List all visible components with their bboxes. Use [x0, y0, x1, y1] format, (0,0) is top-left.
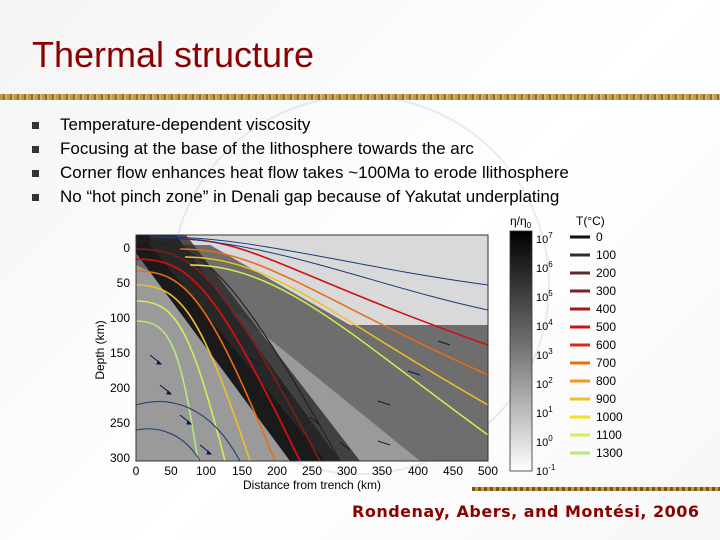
temperature-entry-label: 0: [596, 230, 603, 244]
bullet-item: Corner flow enhances heat flow takes ~10…: [32, 162, 692, 186]
viscosity-label: η/η0: [510, 214, 532, 230]
y-tick-label: 300: [110, 451, 130, 465]
x-tick-label: 0: [133, 464, 140, 478]
y-tick-label: 150: [110, 346, 130, 360]
y-axis-label: Depth (km): [93, 320, 107, 379]
x-tick-label: 100: [196, 464, 216, 478]
y-tick-label: 0: [123, 241, 130, 255]
temperature-entry-label: 1000: [596, 410, 623, 424]
viscosity-tick-label: 100: [536, 434, 553, 449]
viscosity-tick-label: 106: [536, 260, 553, 275]
temperature-legend: T(°C) 0 100 200 300 400 500 600 700 800 900 1000 11…: [570, 214, 623, 460]
x-tick-label: 300: [337, 464, 357, 478]
x-axis-label: Distance from trench (km): [243, 478, 381, 492]
model-plot-area: [135, 234, 489, 462]
temperature-entry-label: 500: [596, 320, 616, 334]
bullet-square-icon: [32, 194, 39, 201]
bullet-square-icon: [32, 170, 39, 177]
bullet-square-icon: [32, 146, 39, 153]
x-tick-label: 350: [372, 464, 392, 478]
thermal-model-figure: 0 50 100 150 200 250 300 350 400 450 500…: [90, 205, 650, 495]
viscosity-colorbar: η/η0 107 106 105 104 103 102 101 100 10-1: [509, 214, 556, 478]
temperature-entry-label: 900: [596, 392, 616, 406]
temperature-entry-label: 800: [596, 374, 616, 388]
viscosity-tick-label: 105: [536, 289, 553, 304]
bullet-item: Temperature-dependent viscosity: [32, 114, 692, 138]
viscosity-tick-label: 107: [536, 231, 553, 246]
x-tick-label: 250: [302, 464, 322, 478]
bullet-square-icon: [32, 122, 39, 129]
y-tick-label: 250: [110, 416, 130, 430]
viscosity-tick-label: 104: [536, 318, 553, 333]
viscosity-tick-label: 10-1: [536, 463, 556, 478]
temperature-entry-label: 700: [596, 356, 616, 370]
x-tick-label: 500: [478, 464, 498, 478]
x-tick-label: 150: [232, 464, 252, 478]
temperature-entry-label: 600: [596, 338, 616, 352]
x-tick-label: 200: [267, 464, 287, 478]
y-tick-label: 200: [110, 381, 130, 395]
x-tick-label: 50: [164, 464, 178, 478]
citation: Rondenay, Abers, and Montési, 2006: [352, 502, 700, 521]
temperature-label: T(°C): [576, 214, 605, 228]
temperature-entry-label: 100: [596, 248, 616, 262]
bullet-item: No “hot pinch zone” in Denali gap becaus…: [32, 186, 692, 210]
temperature-entry-label: 400: [596, 302, 616, 316]
temperature-entry-label: 1100: [596, 428, 622, 442]
title-divider: [0, 94, 720, 100]
slide-title: Thermal structure: [32, 34, 315, 75]
bullet-item: Focusing at the base of the lithosphere …: [32, 138, 692, 162]
bullet-list: Temperature-dependent viscosity Focusing…: [32, 114, 692, 210]
viscosity-tick-label: 103: [536, 347, 553, 362]
y-tick-label: 50: [117, 276, 131, 290]
viscosity-tick-label: 102: [536, 376, 553, 391]
x-tick-label: 400: [408, 464, 428, 478]
viscosity-tick-label: 101: [536, 405, 553, 420]
x-tick-label: 450: [443, 464, 463, 478]
y-tick-label: 100: [110, 311, 130, 325]
temperature-entry-label: 200: [596, 266, 616, 280]
temperature-entry-label: 300: [596, 284, 616, 298]
citation-divider: [472, 487, 720, 491]
temperature-entry-label: 1300: [596, 446, 623, 460]
